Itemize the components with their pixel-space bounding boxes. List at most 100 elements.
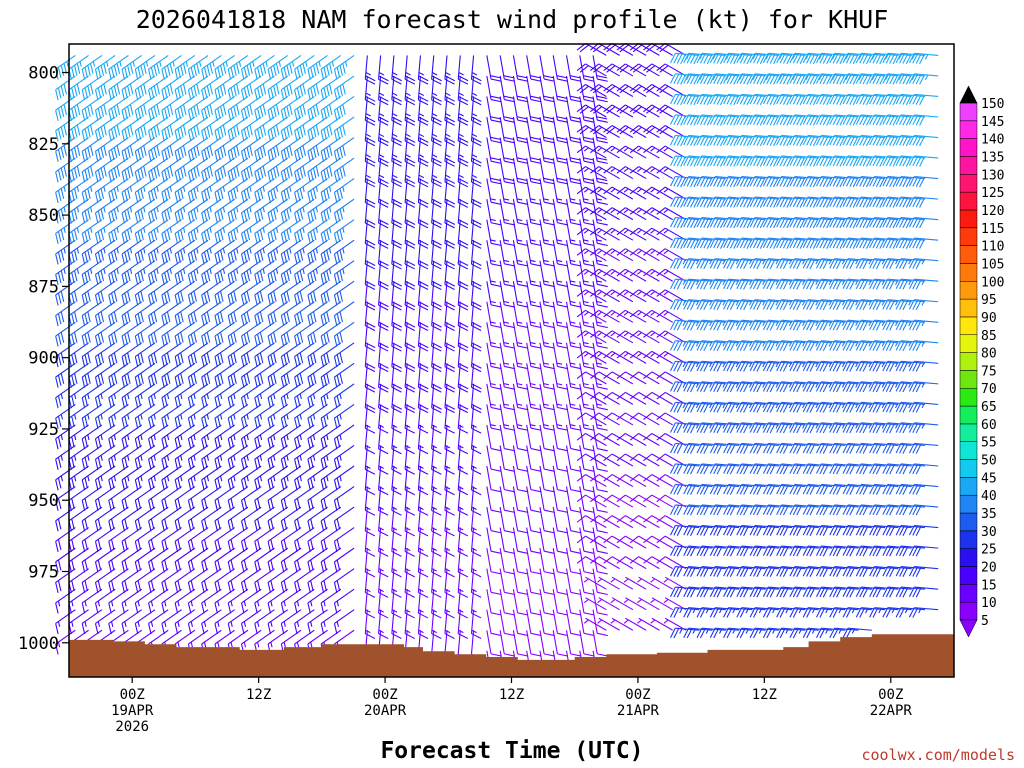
wind-barb (94, 321, 116, 347)
wind-barb (816, 442, 846, 454)
credit-link[interactable]: coolwx.com/models (861, 746, 1015, 764)
wind-barb (280, 445, 302, 470)
wind-barb (486, 548, 502, 575)
wind-barb (240, 178, 262, 203)
colorbar-label: 110 (981, 240, 1004, 255)
wind-barb (603, 515, 634, 529)
wind-barb (576, 330, 607, 344)
wind-barb (161, 239, 182, 265)
wind-barb (908, 586, 939, 598)
wind-barb (68, 54, 89, 80)
wind-barb (643, 556, 673, 570)
wind-barb (869, 73, 899, 85)
wind-barb (650, 576, 673, 590)
wind-barb (280, 321, 302, 347)
wind-barb (643, 289, 673, 303)
wind-barb (294, 96, 315, 121)
wind-barb (333, 75, 355, 101)
wind-barb (629, 412, 660, 426)
wind-barb (307, 445, 328, 470)
x-tick-label: 12Z (246, 687, 271, 703)
wind-barb (526, 240, 542, 267)
wind-barb (486, 157, 502, 185)
colorbar-label: 75 (981, 364, 997, 379)
wind-barb (187, 588, 209, 614)
colorbar-segment (959, 281, 978, 300)
wind-barb (280, 54, 302, 80)
wind-barb (512, 568, 529, 596)
wind-barb (55, 54, 76, 80)
wind-barb (81, 609, 103, 635)
wind-barb (552, 75, 569, 103)
wind-barb (55, 96, 76, 121)
wind-barb (320, 506, 342, 532)
y-tick-label: 950 (28, 491, 59, 511)
wind-barb (802, 258, 833, 270)
wind-barb (908, 401, 939, 413)
wind-barb (267, 54, 289, 80)
wind-barb (240, 96, 262, 121)
wind-barb (869, 93, 899, 106)
wind-barb (55, 239, 76, 265)
wind-barb (526, 383, 542, 411)
wind-barb (254, 157, 275, 183)
wind-barb (227, 301, 249, 327)
wind-barb (187, 445, 209, 470)
wind-barb (816, 52, 846, 65)
x-tick-label: 12Z (752, 687, 777, 703)
wind-barb (134, 609, 156, 635)
colorbar-segment (959, 156, 978, 175)
wind-barb (526, 178, 542, 205)
wind-barb (148, 527, 169, 552)
wind-barb (486, 301, 502, 329)
wind-barb (81, 301, 103, 327)
wind-barb (214, 506, 235, 532)
colorbar-label: 150 (981, 97, 1004, 112)
wind-barb (829, 155, 859, 167)
colorbar-label: 60 (981, 418, 997, 433)
wind-barb (565, 240, 582, 267)
wind-barb (842, 627, 872, 639)
wind-barb (590, 309, 620, 323)
wind-barb (240, 486, 262, 511)
wind-barb (68, 506, 89, 532)
wind-barb (597, 617, 620, 631)
wind-barb (499, 589, 515, 616)
wind-barb (320, 198, 342, 224)
wind-barb (227, 219, 249, 245)
wind-barb (829, 319, 859, 331)
wind-barb (267, 527, 289, 552)
wind-barb (201, 609, 222, 635)
wind-barb (512, 178, 529, 205)
x-tick-label: 00Z (625, 687, 650, 703)
wind-barb (603, 391, 634, 405)
wind-barb (81, 137, 103, 162)
wind-barb (214, 424, 235, 450)
wind-barb (637, 576, 660, 590)
wind-barb (552, 445, 569, 472)
wind-barb (307, 506, 328, 532)
wind-barb (280, 280, 302, 306)
wind-barb (280, 506, 302, 532)
wind-barb (552, 548, 569, 575)
terrain-layer (69, 634, 954, 677)
wind-barb (499, 548, 515, 575)
wind-barb (486, 137, 502, 164)
wind-barb (565, 445, 582, 472)
wind-barb (576, 494, 607, 508)
wind-barb (683, 52, 713, 65)
wind-barb (590, 412, 620, 426)
wind-barb (882, 258, 912, 270)
wind-barb (240, 280, 262, 306)
wind-barb (320, 609, 342, 635)
wind-barb (187, 486, 209, 511)
wind-barb (108, 465, 129, 491)
y-tick-label: 925 (28, 420, 59, 440)
wind-barb (214, 75, 235, 101)
terrain-fill (69, 634, 954, 677)
wind-barb (512, 630, 529, 657)
wind-barb (108, 424, 129, 450)
wind-barb (307, 198, 328, 224)
wind-barb (254, 383, 275, 409)
wind-barb (94, 219, 116, 245)
